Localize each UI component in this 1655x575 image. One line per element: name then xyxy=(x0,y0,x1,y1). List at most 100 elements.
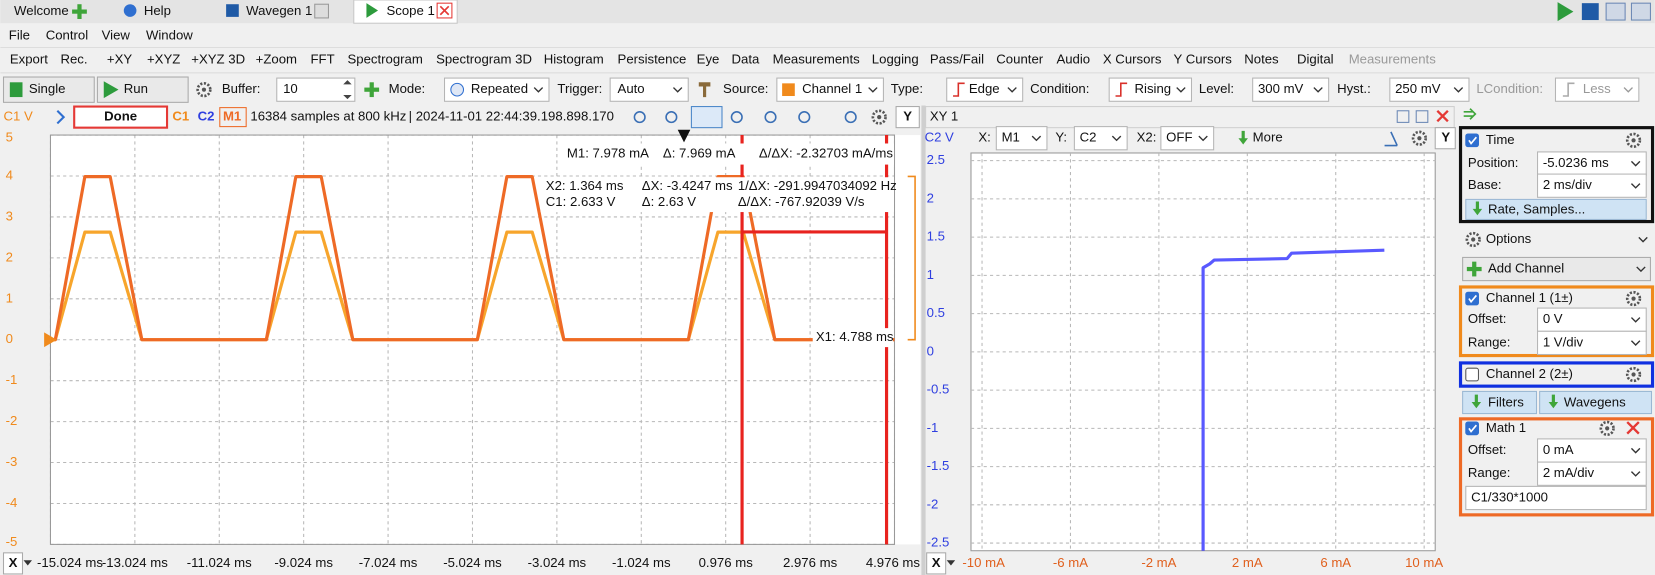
toolbar-item[interactable]: Eye xyxy=(697,52,720,67)
checkbox[interactable] xyxy=(1465,133,1479,148)
gear-icon[interactable] xyxy=(871,109,887,125)
dropdown[interactable] xyxy=(1537,330,1647,356)
more-button[interactable]: More xyxy=(1253,130,1283,145)
dropdown[interactable] xyxy=(1554,77,1640,102)
collapse-arrow[interactable] xyxy=(1463,108,1477,120)
dropdown[interactable] xyxy=(946,77,1024,102)
toolbar-icon[interactable] xyxy=(633,111,646,124)
spinbox[interactable] xyxy=(276,77,356,102)
toolbar-icon[interactable] xyxy=(844,111,857,124)
window-icon[interactable] xyxy=(1630,2,1651,21)
dropdown[interactable] xyxy=(1252,77,1330,102)
toolbar-item[interactable]: +Zoom xyxy=(256,52,297,67)
toolbar-icon[interactable] xyxy=(798,111,811,124)
gear-icon[interactable] xyxy=(196,82,212,98)
expand-icon[interactable] xyxy=(56,110,66,125)
dropdown-value: -5.0236 ms xyxy=(1543,155,1609,170)
tab[interactable]: Help xyxy=(144,3,171,18)
dropdown[interactable] xyxy=(1537,461,1647,486)
checkbox[interactable] xyxy=(1465,291,1479,306)
toolbar-item[interactable]: Notes xyxy=(1244,52,1279,67)
dropdown[interactable] xyxy=(995,126,1048,151)
dropdown[interactable] xyxy=(1073,126,1128,151)
checkbox[interactable] xyxy=(1465,367,1479,382)
gear-icon[interactable] xyxy=(1625,366,1642,383)
dropdown[interactable] xyxy=(1537,173,1647,198)
toolbar-item[interactable]: +XY xyxy=(107,52,132,67)
x-button[interactable] xyxy=(926,552,947,575)
x-menu-arrow[interactable] xyxy=(946,560,956,566)
channel-label[interactable]: M1 xyxy=(223,109,241,124)
tab[interactable]: Welcome xyxy=(14,3,69,18)
control-label: X2: xyxy=(1137,130,1157,145)
toolbar-item[interactable]: Pass/Fail xyxy=(930,52,984,67)
channel-label[interactable]: C1 xyxy=(172,109,189,124)
dropdown[interactable] xyxy=(776,77,884,102)
stop-all-icon[interactable] xyxy=(1581,3,1599,21)
toolbar-item[interactable]: Rec. xyxy=(60,52,87,67)
menu-item[interactable]: Window xyxy=(146,27,193,42)
window-icon[interactable] xyxy=(1396,110,1410,123)
toolbar-icon[interactable] xyxy=(665,111,678,124)
close-icon[interactable] xyxy=(1436,109,1449,123)
gear-icon[interactable] xyxy=(1625,290,1642,307)
menu-item[interactable]: Control xyxy=(46,27,89,42)
toolbar-item[interactable]: +XYZ xyxy=(147,52,180,67)
tab[interactable]: Wavegen 1 xyxy=(246,3,312,18)
gear-icon[interactable] xyxy=(1625,132,1642,148)
dropdown[interactable] xyxy=(609,77,689,102)
rate-button[interactable] xyxy=(1465,198,1647,220)
tab[interactable]: Scope 1 xyxy=(386,3,434,18)
channel2-group xyxy=(1458,361,1655,388)
wavegens-button[interactable] xyxy=(1539,390,1653,415)
gear-icon[interactable] xyxy=(1599,420,1615,436)
toolbar-item[interactable]: Data xyxy=(731,52,759,67)
remove-icon[interactable] xyxy=(1626,421,1640,435)
menu-item[interactable]: File xyxy=(9,27,30,42)
toolbar-item[interactable]: +XYZ 3D xyxy=(191,52,245,67)
section-title: Options xyxy=(1486,231,1532,246)
toolbar-item[interactable]: FFT xyxy=(311,52,335,67)
menu-item[interactable]: View xyxy=(102,27,131,42)
dropdown[interactable] xyxy=(1389,77,1470,102)
toolbar-item[interactable]: Histogram xyxy=(544,52,604,67)
x-tick-label: 2 mA xyxy=(1232,555,1263,570)
dropdown[interactable] xyxy=(1108,77,1193,102)
gear-icon[interactable] xyxy=(1411,130,1428,146)
toolbar-item[interactable]: Measurements xyxy=(1349,52,1437,67)
x-button[interactable] xyxy=(2,552,24,575)
toolbar-item[interactable]: Export xyxy=(10,52,48,67)
toolbar-item[interactable]: X Cursors xyxy=(1103,52,1162,67)
single-button[interactable] xyxy=(2,76,95,103)
toolbar-item[interactable]: Spectrogram 3D xyxy=(436,52,532,67)
gear-icon[interactable] xyxy=(1465,231,1481,248)
x-tick-label: -11.024 ms xyxy=(187,555,252,570)
toolbar-icon[interactable] xyxy=(764,111,777,124)
toolbar-item[interactable]: Logging xyxy=(872,52,919,67)
run-button[interactable] xyxy=(96,76,189,103)
toolbar-icon[interactable] xyxy=(730,111,743,124)
dropdown[interactable] xyxy=(443,77,550,102)
run-all-icon[interactable] xyxy=(1557,2,1574,22)
filters-button[interactable] xyxy=(1462,390,1538,415)
toolbar-item[interactable]: Measurements xyxy=(773,52,861,67)
checkbox[interactable] xyxy=(1465,421,1479,436)
toolbar-item[interactable]: Counter xyxy=(996,52,1043,67)
dropdown[interactable] xyxy=(1160,126,1215,151)
toolbar-item[interactable]: Audio xyxy=(1056,52,1090,67)
tab-close[interactable] xyxy=(314,3,329,19)
add-channel-button[interactable] xyxy=(1462,256,1651,282)
x-menu-arrow[interactable] xyxy=(23,560,32,566)
y-button[interactable] xyxy=(1434,127,1456,150)
y-button[interactable] xyxy=(895,106,920,129)
window-icon[interactable] xyxy=(1605,2,1626,21)
toolbar-item[interactable]: Digital xyxy=(1297,52,1334,67)
toolbar-item[interactable]: Y Cursors xyxy=(1174,52,1233,67)
channel-label[interactable]: C2 xyxy=(198,109,215,124)
formula-field[interactable] xyxy=(1465,485,1647,511)
toolbar-item[interactable]: Persistence xyxy=(618,52,687,67)
toolbar-item[interactable]: Spectrogram xyxy=(347,52,422,67)
run-icon xyxy=(103,81,119,99)
toolbar-icon-active[interactable] xyxy=(690,106,723,129)
window-icon[interactable] xyxy=(1415,110,1429,123)
